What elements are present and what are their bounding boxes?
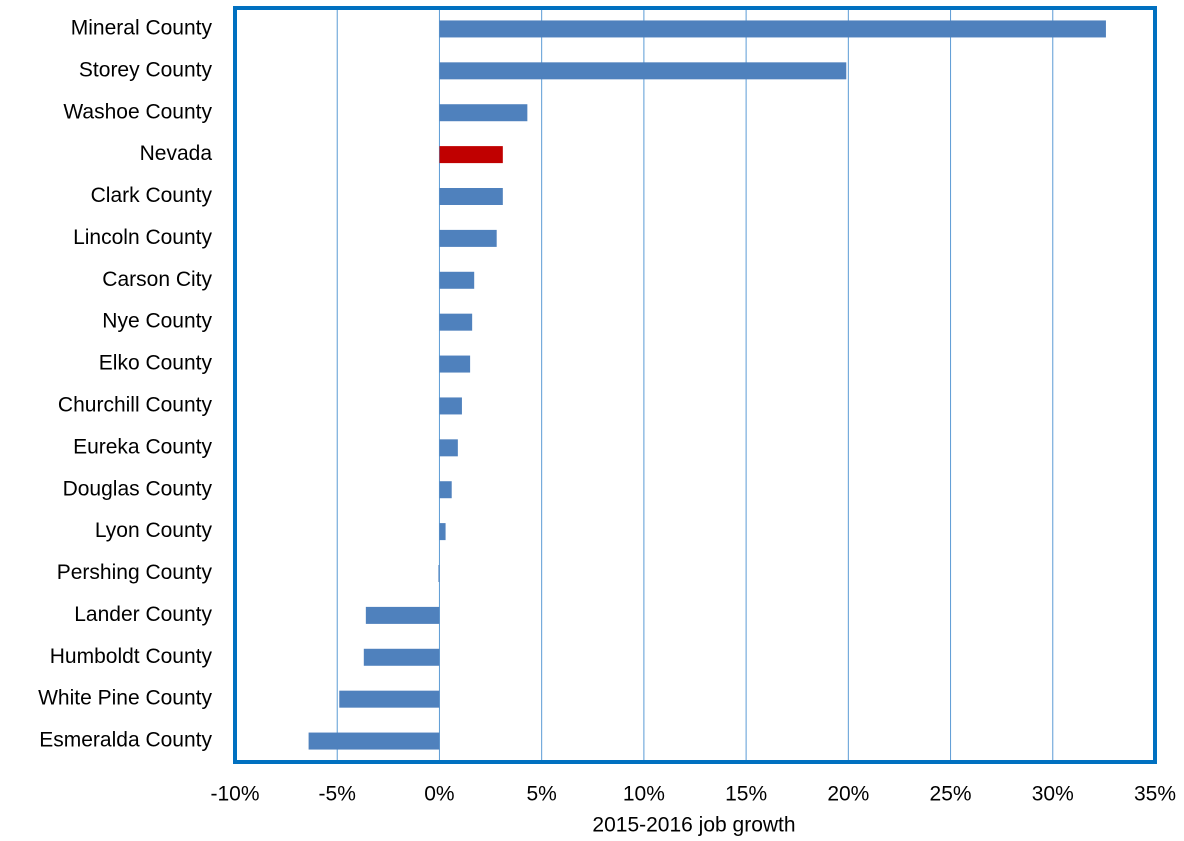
- bar: [439, 229, 497, 247]
- y-tick-label: Lincoln County: [73, 226, 212, 249]
- bar: [439, 355, 471, 373]
- x-tick-label: -5%: [319, 783, 356, 806]
- bar: [439, 313, 473, 331]
- y-tick-label: Nye County: [102, 310, 212, 333]
- bar: [439, 146, 503, 164]
- y-tick-label: Clark County: [91, 184, 213, 207]
- bar: [439, 523, 446, 541]
- x-tick-label: 0%: [424, 783, 454, 806]
- bar: [439, 439, 458, 457]
- y-tick-label: Humboldt County: [50, 645, 213, 668]
- y-tick-label: Pershing County: [57, 561, 213, 584]
- y-tick-label: Carson City: [102, 268, 212, 291]
- x-tick-label: 15%: [725, 783, 767, 806]
- y-tick-label: Nevada: [140, 142, 213, 165]
- y-tick-label: Lander County: [74, 603, 212, 626]
- bar: [439, 20, 1106, 38]
- bar: [439, 397, 462, 415]
- y-tick-label: Elko County: [99, 352, 213, 375]
- x-tick-label: 5%: [526, 783, 556, 806]
- bar: [438, 565, 440, 582]
- y-tick-label: White Pine County: [38, 687, 212, 710]
- y-tick-label: Churchill County: [58, 393, 213, 416]
- x-tick-label: -10%: [210, 783, 259, 806]
- y-tick-label: Mineral County: [71, 16, 213, 39]
- y-tick-label: Esmeralda County: [39, 729, 212, 752]
- x-tick-label: 25%: [930, 783, 972, 806]
- x-axis-label: 2015-2016 job growth: [592, 814, 795, 836]
- plot-frame: [233, 6, 1157, 764]
- y-tick-label: Eureka County: [73, 435, 212, 458]
- bar: [363, 648, 440, 666]
- bar: [365, 606, 440, 624]
- bar: [439, 271, 475, 289]
- x-tick-label: 10%: [623, 783, 665, 806]
- bar: [339, 690, 440, 708]
- bar: [439, 481, 452, 499]
- bar: [439, 62, 847, 80]
- x-tick-label: 35%: [1134, 783, 1176, 806]
- y-tick-label: Washoe County: [63, 100, 212, 123]
- bar: [439, 104, 528, 122]
- y-tick-label: Douglas County: [63, 477, 213, 500]
- y-tick-label: Lyon County: [95, 519, 213, 542]
- y-tick-label: Storey County: [79, 58, 213, 81]
- x-tick-label: 30%: [1032, 783, 1074, 806]
- bar: [439, 188, 503, 205]
- bar: [308, 732, 440, 750]
- x-tick-label: 20%: [827, 783, 869, 806]
